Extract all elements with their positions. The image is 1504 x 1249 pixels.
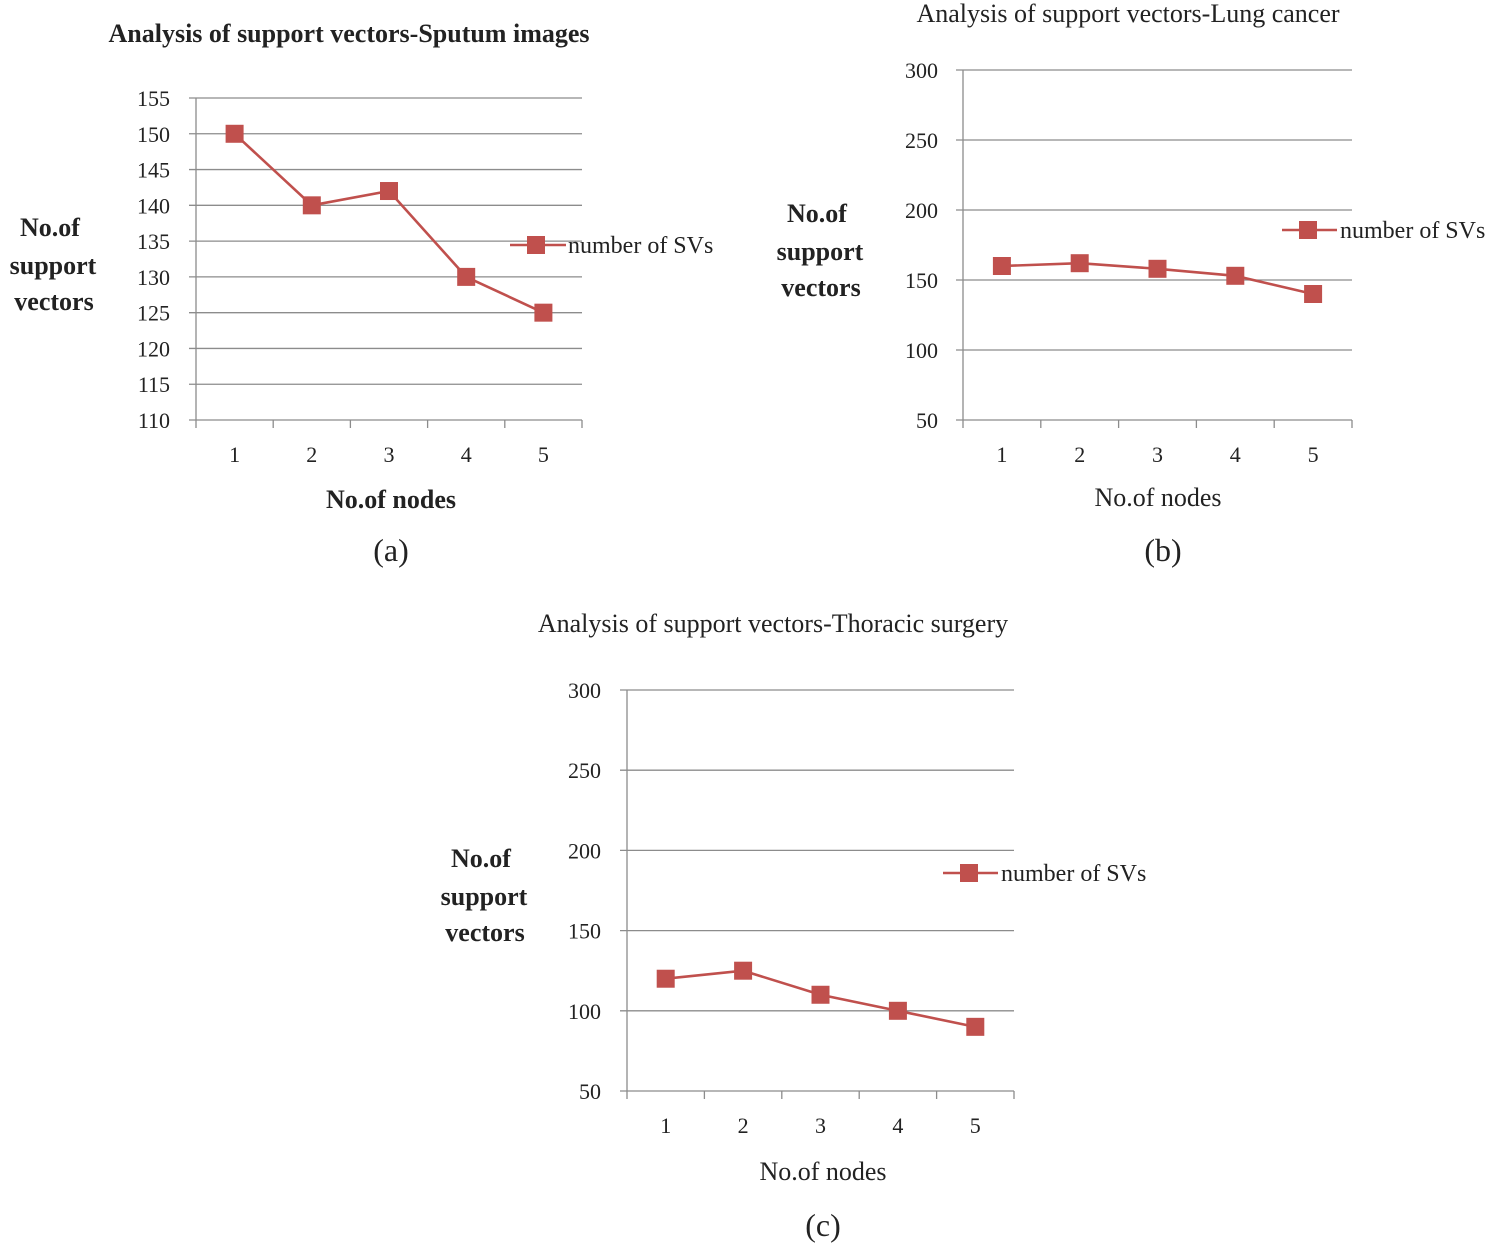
chart-c-ylabel-line-1: No.of <box>451 844 511 873</box>
chart-a-y-tick-label: 135 <box>137 229 170 254</box>
chart-c-xlabel: No.of nodes <box>759 1157 886 1186</box>
chart-b-series <box>992 254 1323 303</box>
chart-c-data-point <box>888 1001 907 1020</box>
chart-b-xlabel: No.of nodes <box>1094 483 1221 512</box>
chart-a-y-tick-label: 140 <box>137 193 170 218</box>
chart-b-legend-marker <box>1299 221 1317 239</box>
chart-a-legend-marker <box>527 236 545 254</box>
chart-c-data-point <box>811 985 830 1004</box>
chart-a-data-point <box>380 182 398 201</box>
chart-b-caption: (b) <box>1144 532 1181 568</box>
chart-c-data-point <box>734 961 753 980</box>
chart-b-x-tick-label: 5 <box>1308 442 1319 467</box>
chart-a-y-tick-label: 145 <box>137 158 170 183</box>
chart-c-y-tick-label: 100 <box>568 999 601 1024</box>
chart-a-title: Analysis of support vectors-Sputum image… <box>108 19 589 48</box>
chart-panel-a: Analysis of support vectors-Sputum image… <box>10 19 714 568</box>
chart-panel-c: Analysis of support vectors-Thoracic sur… <box>441 609 1147 1243</box>
chart-a-data-point <box>534 303 553 322</box>
chart-a-ylabel: No.of support vectors <box>10 213 97 316</box>
chart-a-ylabel-line-2: support <box>10 251 97 280</box>
chart-a-y-tick-label: 150 <box>137 122 170 147</box>
chart-b-y-tick-label: 300 <box>905 58 938 83</box>
chart-c-y-ticks: 50 100 150 200 250 300 <box>568 678 601 1104</box>
chart-a-y-tick-label: 155 <box>137 86 170 111</box>
chart-b-y-tick-label: 150 <box>905 268 938 293</box>
chart-a-x-tick-label: 2 <box>306 442 317 467</box>
chart-a-data-point <box>457 267 476 286</box>
chart-a-data-point <box>302 196 321 215</box>
chart-b-x-tick-label: 3 <box>1152 442 1163 467</box>
chart-c-title: Analysis of support vectors-Thoracic sur… <box>538 609 1008 638</box>
chart-b-ylabel: No.of support vectors <box>777 199 864 302</box>
chart-a-series-line <box>233 132 544 314</box>
chart-a-gridlines <box>189 97 582 421</box>
chart-c-y-tick-label: 300 <box>568 678 601 703</box>
chart-b-data-point <box>1226 266 1245 285</box>
chart-a-x-tick-label: 3 <box>384 442 395 467</box>
chart-a-y-tick-label: 115 <box>138 372 170 397</box>
chart-c-x-tick-label: 2 <box>738 1113 749 1138</box>
chart-c-ylabel-line-2: support <box>441 882 528 911</box>
chart-panel-b: Analysis of support vectors-Lung cancer … <box>777 0 1486 568</box>
chart-a-legend: number of SVs <box>510 233 713 259</box>
chart-a-data-point <box>225 124 244 143</box>
chart-c-ylabel-line-3: vectors <box>445 918 524 947</box>
chart-c-y-tick-label: 250 <box>568 758 601 783</box>
chart-b-data-point <box>1070 254 1089 273</box>
chart-b-gridlines <box>956 69 1352 421</box>
chart-c-x-tick-label: 5 <box>970 1113 981 1138</box>
chart-c-legend-label: number of SVs <box>1001 861 1146 887</box>
chart-b-y-tick-label: 100 <box>905 338 938 363</box>
chart-b-x-tick-label: 1 <box>996 442 1007 467</box>
chart-b-data-point <box>1304 285 1323 303</box>
chart-c-legend-marker <box>960 864 978 882</box>
chart-a-y-tick-label: 120 <box>137 336 170 361</box>
chart-b-data-point <box>1148 259 1167 278</box>
chart-b-x-tick-label: 4 <box>1230 442 1241 467</box>
chart-c-x-tick-label: 3 <box>815 1113 826 1138</box>
chart-a-x-tick-label: 4 <box>461 442 472 467</box>
chart-b-ylabel-line-3: vectors <box>781 273 860 302</box>
chart-b-y-tick-label: 200 <box>905 198 938 223</box>
chart-a-ylabel-line-1: No.of <box>20 213 80 242</box>
chart-c-y-tick-label: 200 <box>568 838 601 863</box>
chart-b-legend: number of SVs <box>1282 218 1485 244</box>
chart-b-x-axis: 1 2 3 4 5 <box>962 70 1353 467</box>
chart-c-ylabel: No.of support vectors <box>441 844 528 947</box>
chart-c-legend: number of SVs <box>943 861 1146 887</box>
chart-c-x-axis: 1 2 3 4 5 <box>626 690 1015 1138</box>
chart-b-ylabel-line-2: support <box>777 237 864 266</box>
chart-b-ylabel-line-1: No.of <box>787 199 847 228</box>
chart-b-data-point <box>992 257 1011 275</box>
chart-c-x-tick-label: 1 <box>660 1113 671 1138</box>
chart-c-y-tick-label: 50 <box>579 1079 601 1104</box>
chart-a-y-ticks: 110 115 120 125 130 135 140 145 150 155 <box>137 86 170 433</box>
chart-b-y-tick-label: 250 <box>905 128 938 153</box>
chart-c-gridlines <box>620 689 1014 1092</box>
chart-b-y-ticks: 50 100 150 200 250 300 <box>905 58 938 433</box>
chart-a-xlabel: No.of nodes <box>326 485 456 514</box>
chart-a-y-tick-label: 110 <box>138 408 170 433</box>
chart-b-legend-label: number of SVs <box>1340 218 1485 244</box>
chart-c-data-point <box>656 969 675 988</box>
chart-b-y-tick-label: 50 <box>916 408 938 433</box>
chart-a-y-tick-label: 130 <box>137 265 170 290</box>
chart-a-legend-label: number of SVs <box>568 233 713 259</box>
chart-b-x-tick-label: 2 <box>1074 442 1085 467</box>
chart-a-y-tick-label: 125 <box>137 301 170 326</box>
chart-b-title: Analysis of support vectors-Lung cancer <box>916 0 1339 28</box>
chart-c-x-tick-label: 4 <box>892 1113 903 1138</box>
chart-a-x-tick-label: 5 <box>538 442 549 467</box>
chart-a-caption: (a) <box>373 532 409 568</box>
chart-c-caption: (c) <box>805 1207 841 1243</box>
chart-c-y-tick-label: 150 <box>568 919 601 944</box>
chart-a-ylabel-line-3: vectors <box>14 287 93 316</box>
chart-c-series <box>656 961 985 1036</box>
chart-a-series <box>225 124 553 322</box>
chart-c-data-point <box>966 1017 985 1036</box>
chart-a-x-axis: 1 2 3 4 5 <box>195 98 583 467</box>
chart-a-x-tick-label: 1 <box>229 442 240 467</box>
